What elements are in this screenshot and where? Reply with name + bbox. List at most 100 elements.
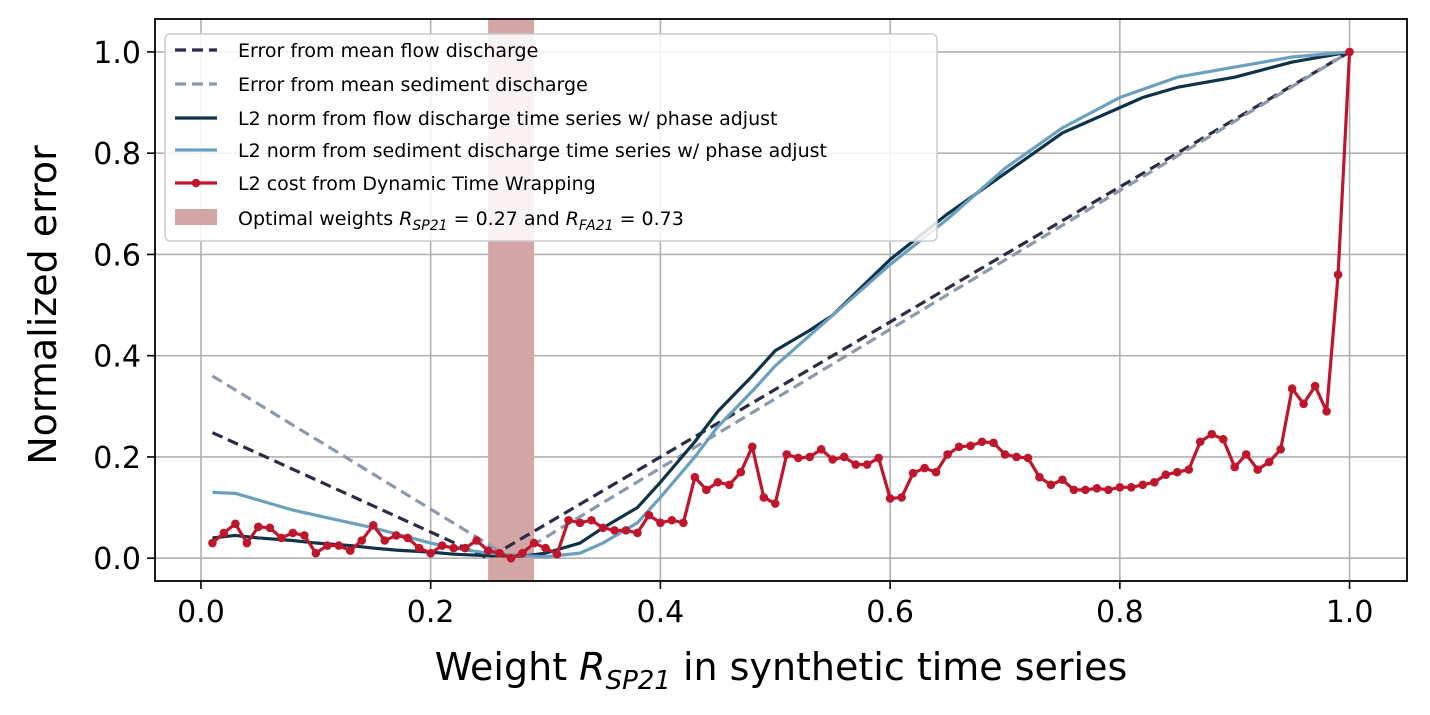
legend-band-swatch [175,209,217,225]
series-point [598,523,608,533]
y-tick-label: 0.6 [93,238,141,273]
series-point [460,543,470,553]
legend-optimal-prefix: Optimal weights [238,208,399,230]
series-point [1161,470,1171,479]
series-point [357,536,367,545]
series-point [610,526,619,535]
series-point [759,493,769,502]
x-axis-label-symbol: R [579,645,605,689]
series-point [1287,384,1297,393]
series-point [1264,457,1274,467]
series-point [368,521,378,530]
series-point [575,518,585,528]
series-point [1172,467,1182,477]
series-point [1230,462,1240,472]
legend-label-optimal-band: Optimal weights RSP21 = 0.27 and RFA21 =… [238,208,684,234]
series-point [621,526,631,535]
legend-optimal-r1: R [399,208,412,230]
series-point [1127,483,1136,492]
series-point [1253,465,1262,474]
x-tick-label: 0.0 [177,595,225,630]
series-point [391,531,401,540]
series-point [380,536,390,545]
x-tick-label: 1.0 [1326,595,1374,630]
series-point [403,533,412,543]
y-tick-label: 0.4 [93,340,141,375]
series-point [254,522,263,532]
series-point [874,453,883,463]
series-line-4 [211,51,1352,560]
legend-optimal-r1-sub: SP21 [412,218,447,234]
legend: Error from mean flow discharge Error from… [164,33,938,242]
series-point [736,467,746,477]
series-point [977,437,987,447]
y-tick-label: 0.2 [93,441,141,476]
series-point [345,546,355,555]
x-tick-label: 0.4 [637,595,685,630]
x-axis-label-subscript: SP21 [606,666,671,696]
series-point [1069,485,1079,495]
legend-label-2: L2 norm from flow discharge time series … [238,108,777,130]
legend-optimal-r2-sub: FA21 [579,218,614,234]
series-point [1023,453,1033,463]
series-point [506,553,516,563]
series-point [1081,485,1090,495]
legend-label-3: L2 norm from sediment discharge time ser… [238,140,827,162]
series-point [1310,381,1320,391]
series-point [1092,484,1102,493]
series-point [851,460,860,469]
series-point [426,548,435,558]
series-point [265,523,275,533]
series-point [495,548,504,558]
series-point [862,460,872,469]
series-point [1046,480,1056,490]
series-point [656,518,665,528]
x-axis-label: Weight RSP21 in synthetic time series [435,645,1128,696]
series-point [242,538,252,548]
series-point [633,528,642,538]
series-point [587,515,596,525]
series-point [1322,407,1331,416]
series-point [518,548,527,558]
series-point [966,441,975,451]
series-line-3 [212,50,1350,559]
series-point [1104,485,1113,495]
series-point [1150,477,1159,487]
series-point [334,541,344,550]
series-point [219,528,229,538]
legend-optimal-r2-value: = 0.73 [614,208,684,230]
y-tick-label: 0.0 [93,542,141,577]
series-point [943,450,952,459]
series-point [644,510,654,520]
series-layer [208,47,1354,563]
series-point [288,528,298,538]
series-point [770,499,780,508]
series-point [552,549,562,559]
series-point [1345,47,1354,57]
y-tick-label: 1.0 [93,36,141,71]
series-point [931,467,941,477]
series-point [483,546,493,555]
series-point [1333,270,1343,279]
series-point [322,541,332,550]
series-point [679,518,688,528]
x-axis-label-prefix: Weight [435,645,579,689]
series-point [908,468,918,478]
series-point [529,538,539,548]
series-point [472,536,481,545]
series-point [231,519,240,529]
series-line-2 [212,50,1350,558]
legend-box [164,33,938,242]
series-point [564,515,573,525]
series-point [690,472,700,482]
x-tick-label: 0.2 [407,595,455,630]
series-point [747,442,757,452]
y-axis-label: Normalized error [21,145,65,465]
series-point [1207,429,1217,439]
series-point [793,453,803,463]
series-point [667,515,677,525]
series-point [989,438,998,448]
series-point [1058,475,1067,485]
series-point [885,494,895,503]
series-point [805,452,815,462]
